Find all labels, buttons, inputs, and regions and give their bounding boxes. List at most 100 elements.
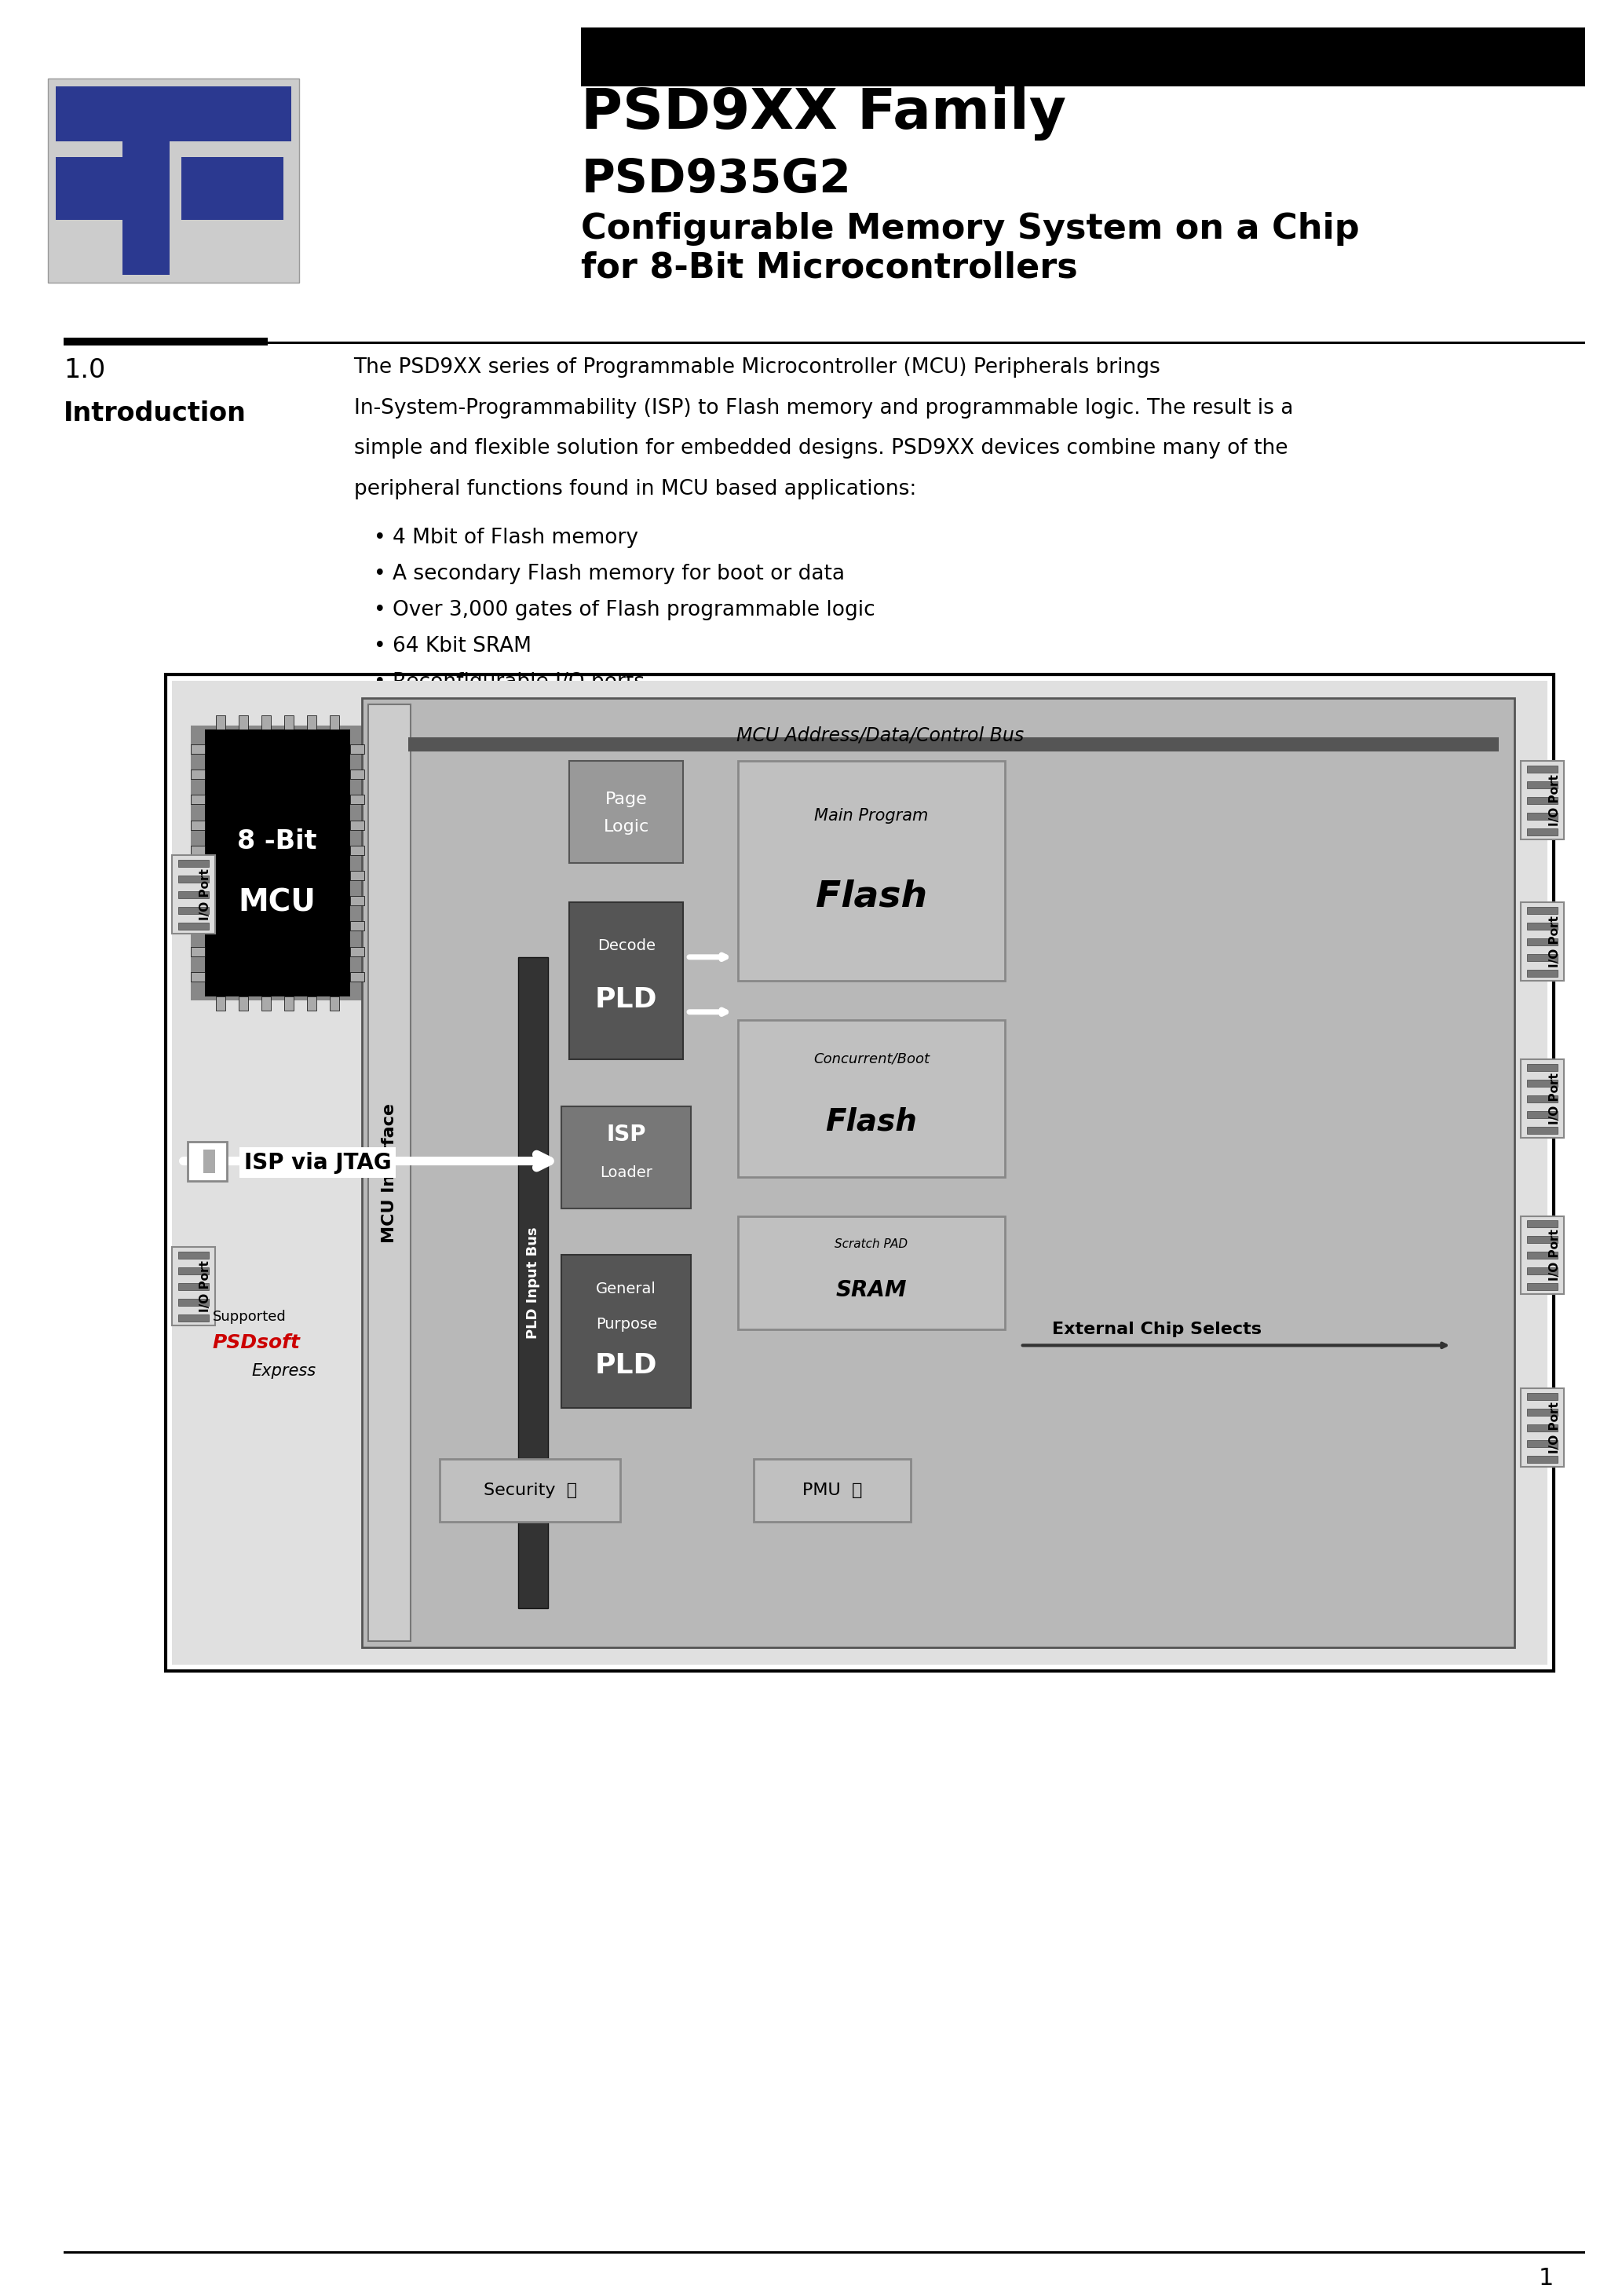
Text: • 64 Kbit SRAM: • 64 Kbit SRAM [373, 636, 530, 657]
Bar [409, 737, 1499, 751]
Text: Loader: Loader [600, 1164, 652, 1180]
Bar [191, 726, 363, 1001]
Bar [178, 907, 209, 914]
Text: I/O Port: I/O Port [1549, 1403, 1560, 1453]
Bar [1526, 797, 1557, 804]
Text: Scratch PAD: Scratch PAD [835, 1238, 908, 1251]
Text: PLD: PLD [595, 1352, 657, 1378]
Text: I/O Port: I/O Port [200, 1261, 211, 1313]
Bar [1526, 1127, 1557, 1134]
Bar [63, 342, 1585, 344]
Bar [519, 957, 548, 1607]
Text: PLD: PLD [595, 985, 657, 1013]
Bar [216, 996, 225, 1010]
Text: Introduction: Introduction [63, 400, 247, 427]
Text: PMU  💾: PMU 💾 [803, 1483, 863, 1499]
Bar [569, 902, 683, 1058]
Bar [238, 996, 248, 1010]
Bar [172, 854, 214, 934]
Text: I/O Port: I/O Port [200, 868, 211, 921]
Bar [191, 744, 204, 753]
Bar [1526, 1283, 1557, 1290]
Bar [178, 1283, 209, 1290]
Text: peripheral functions found in MCU based applications:: peripheral functions found in MCU based … [354, 480, 916, 501]
Bar [1526, 765, 1557, 774]
Text: I/O Port: I/O Port [1549, 1228, 1560, 1281]
Bar [1526, 923, 1557, 930]
Text: Concurrent/Boot: Concurrent/Boot [813, 1052, 929, 1065]
Bar [178, 1300, 209, 1306]
Text: ISP: ISP [607, 1123, 646, 1146]
Text: ISP via JTAG: ISP via JTAG [243, 1153, 391, 1173]
Bar [350, 769, 363, 778]
Text: MCU Address/Data/Control Bus: MCU Address/Data/Control Bus [736, 726, 1023, 744]
Bar [329, 996, 339, 1010]
Text: • 4 Mbit of Flash memory: • 4 Mbit of Flash memory [373, 528, 637, 549]
Bar [191, 820, 204, 829]
Bar [1526, 813, 1557, 820]
Bar [178, 1267, 209, 1274]
Bar [178, 859, 209, 868]
Bar [188, 1141, 227, 1180]
Text: Decode: Decode [597, 939, 655, 953]
Bar [1526, 1235, 1557, 1244]
Bar [178, 875, 209, 882]
Bar [1526, 1440, 1557, 1446]
Bar [165, 675, 1554, 1671]
Bar [738, 1019, 1004, 1178]
Bar [329, 716, 339, 730]
Text: MCU: MCU [238, 889, 316, 918]
Bar [204, 730, 350, 996]
Bar [47, 78, 298, 282]
Bar [1526, 1079, 1557, 1086]
Bar [350, 921, 363, 930]
Bar [350, 845, 363, 854]
Bar [261, 996, 271, 1010]
Bar [191, 769, 204, 778]
Bar [350, 820, 363, 829]
Bar [172, 682, 1547, 1665]
Bar [362, 698, 1515, 1649]
Text: Configurable Memory System on a Chip: Configurable Memory System on a Chip [581, 211, 1359, 246]
Bar [55, 87, 290, 142]
Bar [350, 895, 363, 905]
Text: Page: Page [605, 792, 647, 808]
Text: I/O Port: I/O Port [1549, 1072, 1560, 1125]
Text: Flash: Flash [826, 1107, 918, 1137]
Text: 1.0: 1.0 [63, 356, 105, 383]
Bar [738, 760, 1004, 980]
Bar [350, 870, 363, 879]
Bar [55, 156, 157, 220]
Bar [1526, 969, 1557, 976]
Text: Security  🔒: Security 🔒 [483, 1483, 577, 1499]
Bar [569, 760, 683, 863]
Bar [1526, 907, 1557, 914]
Bar [1521, 760, 1564, 840]
Bar [350, 946, 363, 955]
Text: Supported: Supported [212, 1311, 285, 1325]
Text: • Over 3,000 gates of Flash programmable logic: • Over 3,000 gates of Flash programmable… [373, 599, 874, 620]
Text: Main Program: Main Program [814, 808, 928, 824]
Bar [1526, 1063, 1557, 1070]
Bar [1521, 902, 1564, 980]
Text: 1: 1 [1539, 2266, 1554, 2289]
Text: General: General [597, 1281, 657, 1297]
Bar [1526, 1095, 1557, 1102]
Text: Logic: Logic [603, 820, 649, 836]
Bar [261, 716, 271, 730]
Bar [191, 870, 204, 879]
Text: External Chip Selects: External Chip Selects [1051, 1322, 1262, 1339]
Bar [191, 895, 204, 905]
Bar [1521, 1058, 1564, 1137]
Bar [122, 142, 169, 276]
Bar [368, 705, 410, 1642]
Bar [191, 946, 204, 955]
Bar [191, 921, 204, 930]
Bar [1526, 1267, 1557, 1274]
Bar [1521, 1389, 1564, 1467]
Text: • Reconfigurable I/O ports: • Reconfigurable I/O ports [373, 673, 644, 693]
Bar [1526, 939, 1557, 946]
Text: The PSD9XX series of Programmable Microcontroller (MCU) Peripherals brings: The PSD9XX series of Programmable Microc… [354, 356, 1161, 377]
Text: simple and flexible solution for embedded designs. PSD9XX devices combine many o: simple and flexible solution for embedde… [354, 439, 1288, 459]
Bar [191, 845, 204, 854]
